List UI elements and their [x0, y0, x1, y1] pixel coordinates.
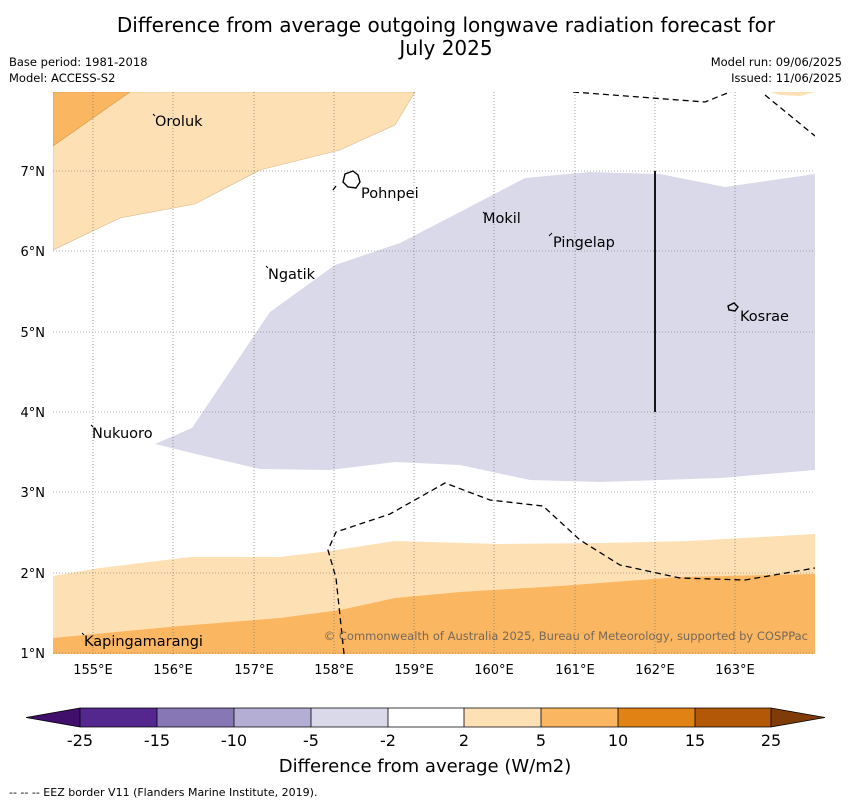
colorbar-tick: -5 [303, 731, 319, 750]
place-label-ngatik: Ngatik [268, 267, 316, 283]
eez-borders [327, 92, 815, 654]
lat-label: 3°N [21, 486, 46, 501]
colorbar-tick: -25 [67, 731, 93, 750]
base-period: Base period: 1981-2018 [9, 55, 148, 69]
anomaly-region-north-5to10 [53, 92, 131, 147]
eez-border-south [327, 482, 815, 654]
title-line-2: July 2025 [399, 36, 493, 60]
model-name: Model: ACCESS-S2 [9, 71, 116, 85]
anomaly-field [53, 92, 815, 654]
lon-label: 163°E [715, 663, 755, 678]
lat-label: 6°N [21, 245, 46, 260]
atoll-marker [81, 632, 85, 636]
meta-right: Model run: 09/06/2025 Issued: 11/06/2025 [711, 54, 842, 86]
colorbar-tick: -15 [144, 731, 170, 750]
colorbar-tick: 2 [459, 731, 469, 750]
colorbar-ticks: -25 -15 -10 -5 -2 2 5 10 15 25 [67, 731, 781, 750]
colorbar-label: Difference from average (W/m2) [278, 756, 572, 777]
copyright-notice: © Commonwealth of Australia 2025, Bureau… [324, 629, 808, 643]
lon-label: 157°E [234, 663, 274, 678]
lon-label: 161°E [555, 663, 595, 678]
colorbar-tick: 15 [685, 731, 705, 750]
eez-border-north [572, 92, 815, 137]
lat-label: 1°N [21, 647, 46, 662]
colorbar-dividers [79, 708, 772, 727]
colorbar-segment [541, 708, 618, 727]
atoll-marker [548, 232, 553, 237]
atoll-marker [482, 211, 486, 215]
lon-label: 158°E [314, 663, 354, 678]
place-label-kapingamarangi: Kapingamarangi [84, 634, 203, 650]
lat-label: 7°N [21, 165, 46, 180]
place-label-nukuoro: Nukuoro [92, 426, 153, 442]
island-outlines [81, 113, 739, 636]
colorbar-high-extension [771, 708, 825, 727]
anomaly-region-northeast-2to5 [770, 92, 815, 96]
anomaly-region-central-minus2to5 [155, 172, 815, 482]
colorbar-low-extension [26, 708, 80, 727]
colorbar-segment [80, 708, 157, 727]
place-label-oroluk: Oroluk [155, 114, 203, 130]
colorbar-tick: 25 [761, 731, 781, 750]
place-label-kosrae: Kosrae [740, 309, 789, 325]
colorbar-segment [234, 708, 311, 727]
place-labels: Oroluk Pohnpei Mokil Pingelap Ngatik Kos… [84, 114, 789, 650]
eez-border-pohnpei-tick [332, 185, 337, 191]
lon-label: 156°E [153, 663, 193, 678]
lat-label: 2°N [21, 567, 46, 582]
lon-label: 160°E [474, 663, 514, 678]
colorbar-tick: -10 [221, 731, 247, 750]
colorbar-tick: 10 [608, 731, 628, 750]
atoll-marker [90, 424, 94, 428]
colorbar: -25 -15 -10 -5 -2 2 5 10 15 25 [25, 707, 826, 750]
eez-footnote: -- -- -- EEZ border V11 (Flanders Marine… [9, 786, 318, 799]
atoll-markers [81, 113, 553, 636]
colorbar-segment [695, 708, 771, 727]
lon-label: 155°E [73, 663, 113, 678]
colorbar-segment [618, 708, 695, 727]
lon-label: 159°E [394, 663, 434, 678]
atoll-marker [152, 113, 156, 117]
lat-label: 4°N [21, 406, 46, 421]
place-label-mokil: Mokil [483, 211, 521, 227]
colorbar-tick: -2 [380, 731, 396, 750]
colorbar-segment [157, 708, 234, 727]
atoll-marker [265, 265, 269, 269]
latitude-labels: 7°N 6°N 5°N 4°N 3°N 2°N 1°N [21, 165, 46, 662]
lon-label: 162°E [635, 663, 675, 678]
lat-label: 5°N [21, 326, 46, 341]
colorbar-segment [388, 708, 464, 727]
anomaly-region-south-5to10 [53, 574, 815, 654]
colorbar-segment [311, 708, 388, 727]
model-run: Model run: 09/06/2025 [710, 55, 842, 69]
place-label-pingelap: Pingelap [553, 235, 615, 251]
issued-date: Issued: 11/06/2025 [731, 71, 842, 85]
longitude-labels: 155°E 156°E 157°E 158°E 159°E 160°E 161°… [73, 663, 755, 678]
place-label-pohnpei: Pohnpei [361, 186, 419, 202]
meta-left: Base period: 1981-2018 Model: ACCESS-S2 [9, 54, 148, 86]
colorbar-tick: 5 [536, 731, 546, 750]
title-line-1: Difference from average outgoing longwav… [116, 13, 776, 37]
pohnpei-island-outline [342, 170, 361, 189]
colorbar-segment [464, 708, 541, 727]
kosrae-island-outline [727, 302, 739, 312]
map-title: Difference from average outgoing longwav… [60, 14, 832, 60]
